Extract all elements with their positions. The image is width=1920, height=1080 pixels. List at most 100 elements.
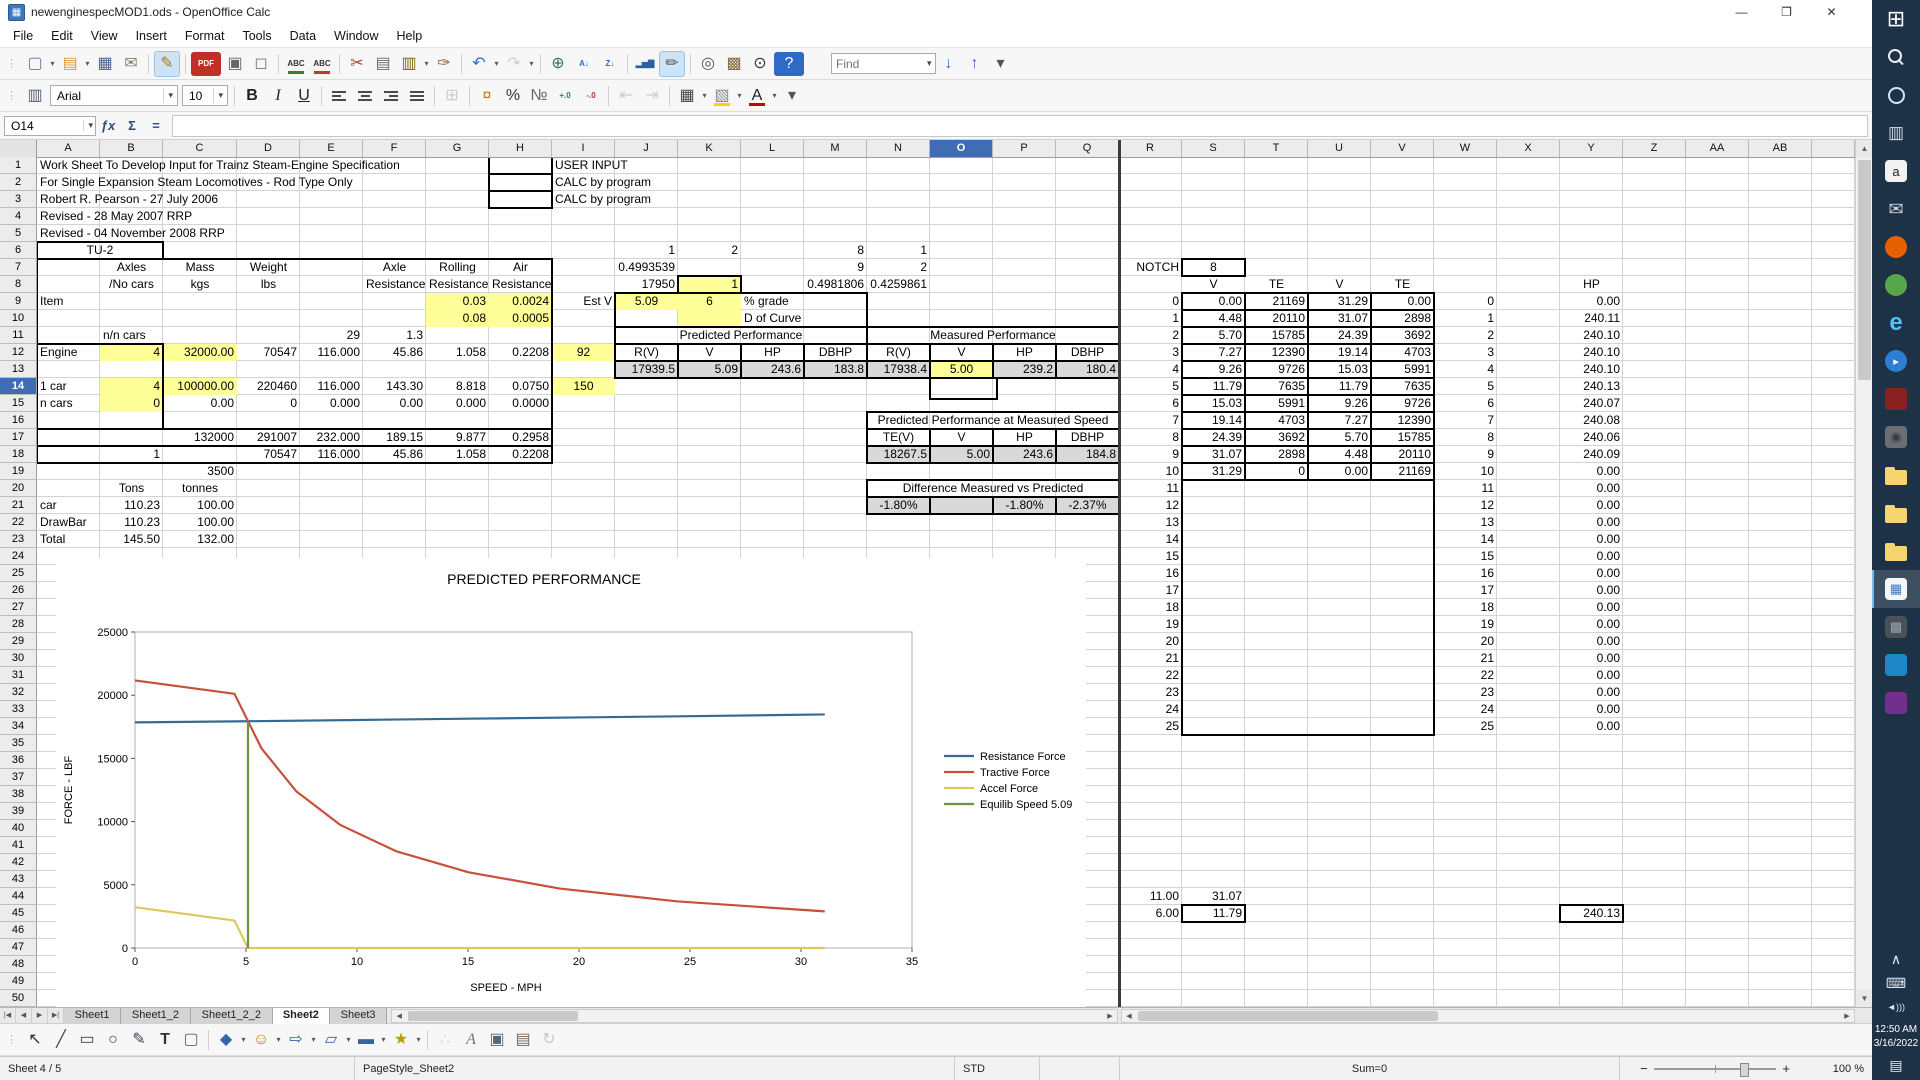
cell-R34[interactable]: 25	[1165, 719, 1179, 733]
align-right-icon[interactable]	[379, 84, 403, 108]
cell-M7[interactable]: 9	[857, 260, 864, 274]
cell-W16[interactable]: 7	[1487, 413, 1494, 427]
cell-S11[interactable]: 5.70	[1181, 326, 1246, 345]
cell-U13[interactable]: 15.03	[1307, 360, 1372, 379]
cell-C7[interactable]: Mass	[185, 260, 215, 274]
cell-B11[interactable]: n/n cars	[103, 328, 146, 342]
row-header-16[interactable]: 16	[0, 412, 37, 429]
increase-indent-icon[interactable]: ⇥	[645, 86, 659, 104]
cell-C15[interactable]: 0.00	[210, 396, 234, 410]
cell-Y12[interactable]: 240.10	[1583, 345, 1620, 359]
cell-C12[interactable]: 32000.00	[163, 344, 237, 361]
navigator-icon[interactable]: ◎	[701, 54, 715, 72]
redo-icon-dropdown-icon[interactable]: ▾	[529, 59, 534, 68]
cell-R17[interactable]: 8	[1172, 430, 1179, 444]
cell-W22[interactable]: 13	[1480, 515, 1494, 529]
cell-R25[interactable]: 16	[1165, 566, 1179, 580]
horizontal-scrollbar-right[interactable]: ◀ ▶	[1121, 1009, 1855, 1023]
cell-R16[interactable]: 7	[1172, 413, 1179, 427]
standard-toolbar-overflow-icon[interactable]: ▾	[996, 54, 1005, 72]
cell-K8[interactable]: 1	[677, 275, 742, 294]
row-header-34[interactable]: 34	[0, 718, 37, 735]
cell-K6[interactable]: 2	[731, 243, 738, 257]
horizontal-scrollbar-left[interactable]: ◀ ▶	[391, 1009, 1118, 1023]
cell-Y25[interactable]: 0.00	[1596, 566, 1620, 580]
cell-C19[interactable]: 3500	[207, 464, 234, 478]
cell-U16[interactable]: 7.27	[1307, 411, 1372, 430]
zoom-thumb[interactable]	[1739, 1062, 1749, 1077]
media-app-icon[interactable]: ▸	[1872, 342, 1920, 380]
basic-shapes-icon[interactable]: ◆	[219, 1030, 233, 1048]
add-decimal-icon[interactable]: +.0	[559, 90, 571, 100]
cell-P17[interactable]: HP	[992, 428, 1057, 447]
borders-icon-dropdown-icon[interactable]: ▾	[702, 91, 707, 100]
cell-B18[interactable]: 1	[153, 447, 160, 461]
cell-T11[interactable]: 15785	[1244, 326, 1309, 345]
cell-N12[interactable]: R(V)	[866, 343, 931, 362]
cell-W13[interactable]: 4	[1487, 362, 1494, 376]
hscroll2-thumb[interactable]	[1138, 1011, 1438, 1021]
hscroll-right-icon[interactable]: ▶	[1107, 1013, 1113, 1020]
cell-R18[interactable]: 9	[1172, 447, 1179, 461]
cell-H14[interactable]: 0.0750	[512, 379, 549, 393]
draw-functions-icon[interactable]: ✏	[659, 50, 685, 77]
start-button[interactable]: ⊞	[1886, 6, 1906, 31]
find-next-icon[interactable]: ↓	[944, 54, 953, 72]
font-color-icon-dropdown-icon[interactable]: ▾	[772, 91, 777, 100]
cell-K10[interactable]	[678, 310, 741, 327]
cell-F8[interactable]: Resistance	[366, 277, 426, 291]
cut-icon[interactable]: ✂	[350, 54, 364, 72]
cell-V17[interactable]: 15785	[1370, 428, 1435, 447]
cell-O12[interactable]: V	[929, 343, 994, 362]
from-file-icon[interactable]: ▣	[489, 1030, 505, 1048]
row-header-40[interactable]: 40	[0, 820, 37, 837]
cell-A6[interactable]: TU-2	[86, 243, 114, 257]
cell-H17[interactable]: 0.2958	[512, 430, 549, 444]
cell-U14[interactable]: 11.79	[1307, 377, 1372, 396]
cell-R24[interactable]: 15	[1165, 549, 1179, 563]
cell-A23[interactable]: Total	[40, 532, 66, 546]
zoom-icon[interactable]: ⊙	[753, 54, 767, 72]
task-view-icon[interactable]: ▥	[1887, 123, 1905, 142]
cell-H18[interactable]: 0.2208	[512, 447, 549, 461]
cell-M6[interactable]: 8	[857, 243, 864, 257]
cell-G17[interactable]: 9.877	[455, 430, 486, 444]
cell-W9[interactable]: 0	[1487, 294, 1494, 308]
symbol-shapes-icon-dropdown-icon[interactable]: ▾	[276, 1035, 281, 1044]
cell-A5[interactable]: Revised - 04 November 2008 RRP	[40, 226, 225, 240]
cell-W27[interactable]: 18	[1480, 600, 1494, 614]
stars-icon-dropdown-icon[interactable]: ▾	[416, 1035, 421, 1044]
percent-format-icon[interactable]: %	[505, 86, 521, 104]
cell-D18[interactable]: 70547	[263, 447, 297, 461]
cell-W26[interactable]: 17	[1480, 583, 1494, 597]
cell-V14[interactable]: 7635	[1370, 377, 1435, 396]
cell-J8[interactable]: 17950	[641, 277, 675, 291]
align-left-icon[interactable]	[327, 84, 351, 108]
copy-icon[interactable]: ▤	[375, 54, 391, 72]
cell-O13[interactable]: 5.00	[929, 360, 994, 379]
font-name-combo[interactable]: Arial ▾	[50, 85, 178, 106]
cell-W25[interactable]: 16	[1480, 566, 1494, 580]
cell-P21[interactable]: -1.80%	[992, 496, 1057, 515]
font-size-combo[interactable]: 10 ▾	[182, 85, 228, 106]
cell-J7[interactable]: 0.4993539	[618, 260, 675, 274]
callouts-icon-dropdown-icon[interactable]: ▾	[381, 1035, 386, 1044]
spellcheck-icon[interactable]: ABC	[284, 52, 308, 76]
background-color-icon-dropdown-icon[interactable]: ▾	[737, 91, 742, 100]
cell-S13[interactable]: 9.26	[1181, 360, 1246, 379]
cell-N11[interactable]: Measured Performance	[930, 328, 1056, 342]
cell-I3[interactable]: CALC by program	[555, 192, 652, 206]
insert-chart-icon[interactable]: ▂▅▇	[635, 58, 655, 68]
cell-H7[interactable]: Air	[513, 260, 528, 274]
cell-Y45[interactable]: 240.13	[1559, 904, 1624, 923]
cell-Y20[interactable]: 0.00	[1596, 481, 1620, 495]
cell-J11[interactable]: Predicted Performance	[679, 328, 803, 342]
cell-R10[interactable]: 1	[1172, 311, 1179, 325]
row-header-24[interactable]: 24	[0, 548, 37, 565]
cell-E14[interactable]: 116.000	[317, 379, 361, 393]
cell-S12[interactable]: 7.27	[1181, 343, 1246, 362]
cell-J9[interactable]: 5.09	[615, 293, 678, 310]
hscroll2-right-icon[interactable]: ▶	[1844, 1013, 1850, 1020]
cell-T15[interactable]: 5991	[1244, 394, 1309, 413]
cell-G10[interactable]: 0.08	[426, 310, 489, 327]
